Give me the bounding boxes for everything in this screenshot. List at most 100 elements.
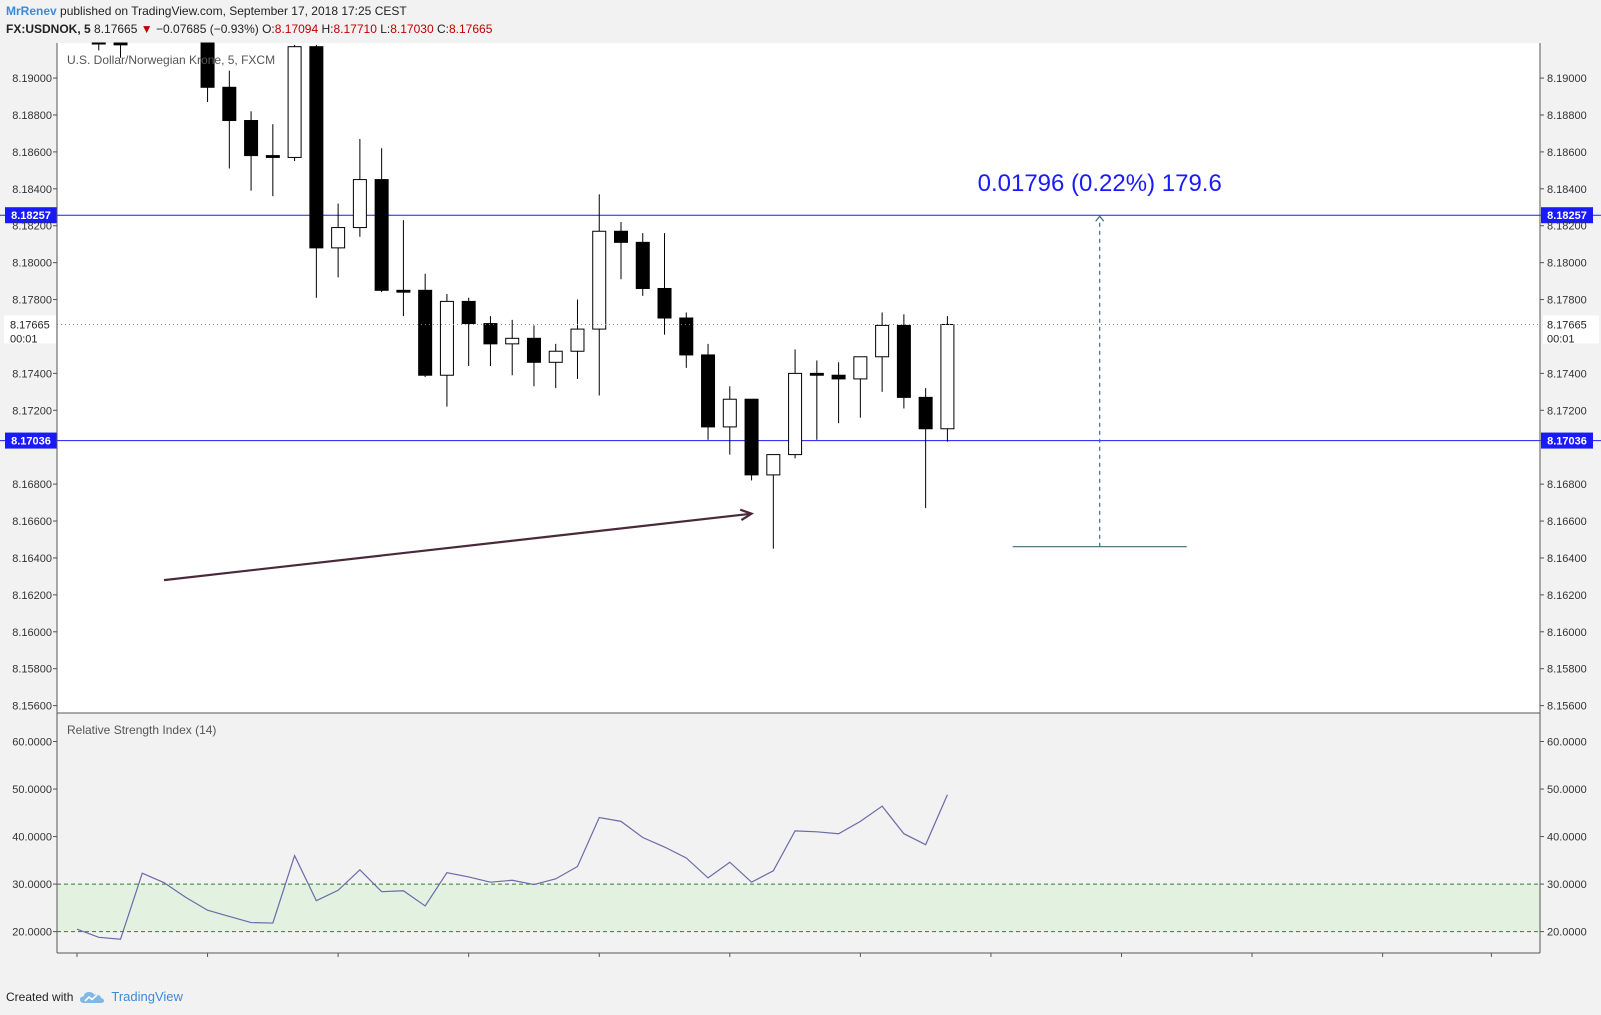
low-label: L: xyxy=(380,22,391,36)
bull-candle-body xyxy=(875,324,890,358)
published-text: published on TradingView.com, September … xyxy=(60,4,407,18)
rsi-tick-label-right: 40.0000 xyxy=(1547,832,1587,844)
bear-candle-body xyxy=(744,398,759,476)
rsi-tick-label-left: 30.0000 xyxy=(12,879,52,891)
y-tick-label-right: 8.18000 xyxy=(1547,258,1587,270)
current-price-left: 8.17665 xyxy=(10,319,50,331)
y-tick-label-right: 8.18400 xyxy=(1547,184,1587,196)
bear-candle-body xyxy=(309,46,324,249)
symbol-label: FX:USDNOK, 5 xyxy=(6,22,91,36)
bull-candle-body xyxy=(766,454,781,476)
y-tick-label-left: 8.18200 xyxy=(12,221,52,233)
level-badge-left-text: 8.17036 xyxy=(11,436,51,448)
current-price-badge-left xyxy=(4,315,56,344)
level-badge-left-text: 8.18257 xyxy=(11,210,51,222)
y-tick-label-left: 8.15600 xyxy=(12,701,52,713)
bear-candle-body xyxy=(526,337,541,363)
bear-candle-body xyxy=(113,42,128,46)
last-price: 8.17665 xyxy=(94,22,138,36)
low-value: 8.17030 xyxy=(390,22,434,36)
rsi-tick-label-right: 60.0000 xyxy=(1547,737,1587,749)
bear-candle-body xyxy=(831,374,846,380)
rsi-line-group xyxy=(76,794,948,940)
y-tick-label-left: 8.16400 xyxy=(12,553,52,565)
bear-candle-body xyxy=(418,289,433,376)
bear-candle-body xyxy=(91,42,106,45)
measure-tool-group[interactable] xyxy=(1012,215,1187,548)
rsi-tick-label-left: 40.0000 xyxy=(12,832,52,844)
y-tick-label-right: 8.18200 xyxy=(1547,221,1587,233)
y-tick-label-left: 8.18400 xyxy=(12,184,52,196)
y-tick-label-right: 8.15800 xyxy=(1547,664,1587,676)
rsi-tick-label-left: 50.0000 xyxy=(12,784,52,796)
level-badge-left xyxy=(5,207,57,224)
rsi-oversold-band xyxy=(57,884,1540,932)
countdown-left: 00:01 xyxy=(10,333,38,345)
y-tick-label-right: 8.15600 xyxy=(1547,701,1587,713)
chart-title: U.S. Dollar/Norwegian Krone, 5, FXCM xyxy=(67,53,275,67)
y-tick-label-right: 8.17200 xyxy=(1547,405,1587,417)
rsi-tick-label-left: 60.0000 xyxy=(12,737,52,749)
bull-candle-body xyxy=(940,323,955,430)
publisher-line: MrRenev published on TradingView.com, Se… xyxy=(6,4,407,18)
y-tick-label-right: 8.16400 xyxy=(1547,553,1587,565)
open-label: O: xyxy=(262,22,275,36)
rsi-title: Relative Strength Index (14) xyxy=(67,723,216,737)
y-tick-label-left: 8.19000 xyxy=(12,73,52,85)
price-change: −0.07685 (−0.93%) xyxy=(156,22,259,36)
measure-arrowhead xyxy=(1095,215,1105,222)
author-link[interactable]: MrRenev xyxy=(6,4,57,18)
y-tick-label-left: 8.17800 xyxy=(12,295,52,307)
y-tick-label-left: 8.16000 xyxy=(12,627,52,639)
trend-arrow-group[interactable] xyxy=(163,508,755,582)
bear-candle-body xyxy=(483,323,498,345)
y-tick-label-left: 8.18000 xyxy=(12,258,52,270)
current-price-badge-right xyxy=(1543,315,1599,344)
bull-candle-body xyxy=(352,179,367,229)
footer: Created with TradingView xyxy=(6,989,183,1004)
y-tick-label-right: 8.16600 xyxy=(1547,516,1587,528)
y-tick-label-right: 8.19000 xyxy=(1547,73,1587,85)
bull-candle-body xyxy=(439,300,454,376)
bull-candle-body xyxy=(570,328,585,352)
bear-candle-body xyxy=(701,354,716,428)
bull-candle-body xyxy=(331,227,346,249)
bear-candle-body xyxy=(200,42,215,88)
y-tick-label-left: 8.17400 xyxy=(12,368,52,380)
close-value: 8.17665 xyxy=(448,22,493,36)
y-tick-label-right: 8.18800 xyxy=(1547,110,1587,122)
level-badge-right xyxy=(1541,432,1593,449)
bear-candle-body xyxy=(265,155,280,158)
bear-candle-body xyxy=(657,287,672,319)
bear-candle-body xyxy=(374,179,389,291)
y-tick-label-right: 8.18600 xyxy=(1547,147,1587,159)
bull-candle-body xyxy=(592,230,607,330)
bear-candle-body xyxy=(635,241,650,289)
bull-candle-body xyxy=(788,372,803,456)
y-tick-label-right: 8.16000 xyxy=(1547,627,1587,639)
trend-arrow-line[interactable] xyxy=(163,512,752,582)
close-label: C: xyxy=(436,22,449,36)
current-price-right: 8.17665 xyxy=(1547,319,1587,331)
y-tick-label-left: 8.16600 xyxy=(12,516,52,528)
created-with-text: Created with xyxy=(6,989,74,1004)
y-tick-label-right: 8.16200 xyxy=(1547,590,1587,602)
level-badge-right xyxy=(1541,207,1593,224)
tradingview-link[interactable]: TradingView xyxy=(111,989,183,1004)
open-value: 8.17094 xyxy=(274,22,319,36)
rsi-tick-label-right: 50.0000 xyxy=(1547,784,1587,796)
y-tick-label-left: 8.15800 xyxy=(12,664,52,676)
y-tick-label-left: 8.17200 xyxy=(12,405,52,417)
high-value: 8.17710 xyxy=(333,22,377,36)
countdown-right: 00:01 xyxy=(1547,333,1575,345)
rsi-tick-label-left: 20.0000 xyxy=(12,927,52,939)
bear-candle-body xyxy=(396,289,411,293)
bear-candle-body xyxy=(896,324,911,398)
level-badge-right-text: 8.18257 xyxy=(1547,210,1587,222)
bull-candle-body xyxy=(505,337,520,345)
y-tick-label-right: 8.16800 xyxy=(1547,479,1587,491)
level-badge-left xyxy=(5,432,57,449)
symbol-line: FX:USDNOK, 5 8.17665 ▼ −0.07685 (−0.93%)… xyxy=(6,22,492,36)
rsi-band-group xyxy=(57,883,1540,933)
